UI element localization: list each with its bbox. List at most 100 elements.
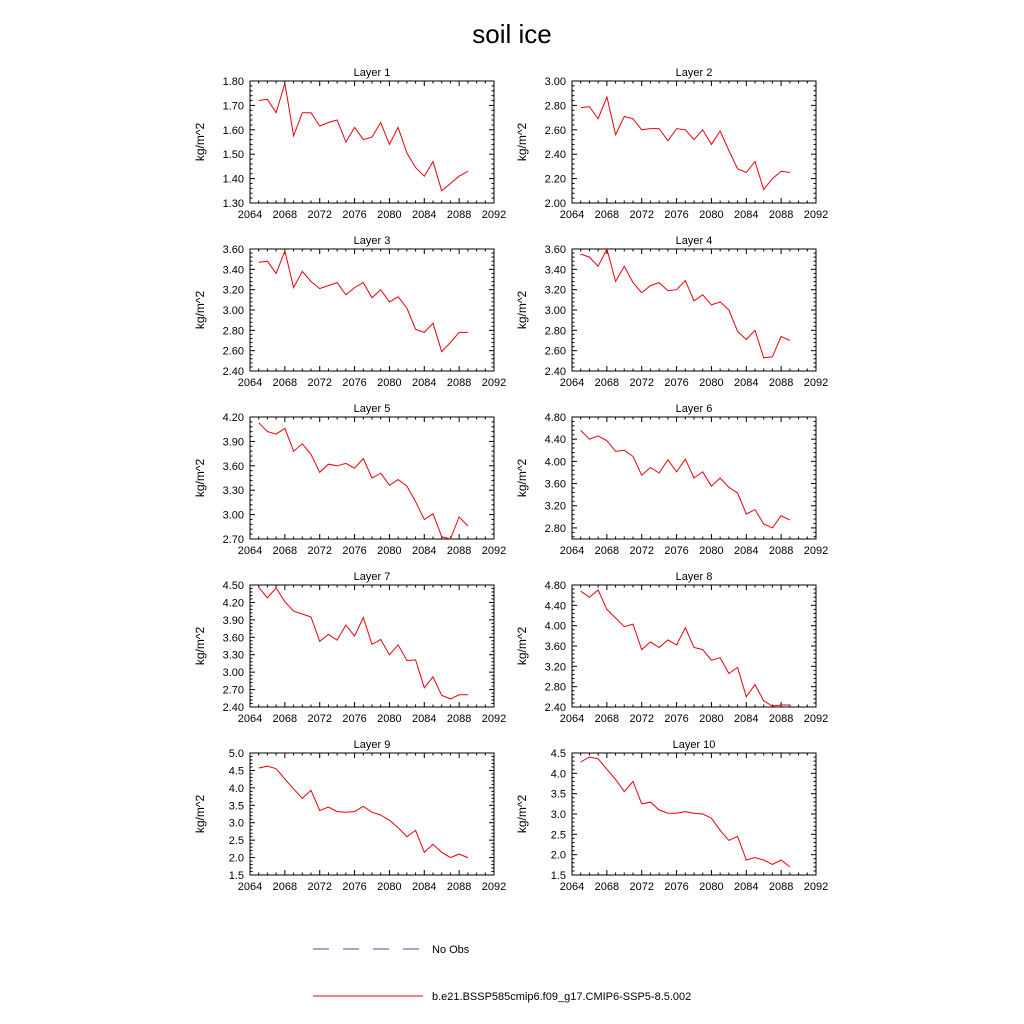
y-tick-label: 4.00 (545, 456, 566, 468)
y-tick-label: 1.70 (223, 100, 244, 112)
series-line (258, 422, 469, 540)
panel-layer-10: Layer 10 2064 2068 2072 2076 2080 2084 2088 2092… (515, 739, 828, 893)
y-tick-label: 3.60 (545, 479, 566, 491)
x-tick-label: 2084 (412, 545, 436, 557)
x-tick-label: 2072 (629, 713, 653, 725)
plot-frame (249, 80, 495, 204)
x-tick-label: 2088 (447, 209, 471, 221)
x-tick-label: 2084 (734, 713, 758, 725)
y-tick-label: 3.60 (223, 244, 244, 256)
y-axis-label: kg/m^2 (515, 795, 529, 834)
panel-title: Layer 9 (354, 739, 391, 751)
x-tick-label: 2080 (377, 713, 401, 725)
x-tick-label: 2068 (273, 377, 297, 389)
x-tick-label: 2064 (238, 713, 262, 725)
x-tick-label: 2064 (238, 545, 262, 557)
x-tick-label: 2084 (412, 377, 436, 389)
x-tick-label: 2072 (629, 209, 653, 221)
y-axis-label: kg/m^2 (193, 627, 207, 666)
plot-frame (571, 584, 817, 708)
y-tick-label: 2.0 (229, 853, 244, 865)
x-tick-label: 2076 (664, 713, 688, 725)
y-tick-label: 4.50 (223, 580, 244, 592)
x-tick-label: 2084 (734, 377, 758, 389)
plot-frame (249, 752, 495, 876)
x-tick-label: 2076 (342, 377, 366, 389)
panel-title: Layer 1 (354, 67, 391, 79)
y-axis-label: kg/m^2 (193, 795, 207, 834)
x-tick-label: 2072 (307, 881, 331, 893)
x-tick-label: 2084 (734, 545, 758, 557)
legend-obs-label: No Obs (432, 944, 470, 956)
x-tick-label: 2068 (595, 209, 619, 221)
y-tick-label: 2.80 (545, 325, 566, 337)
x-tick-label: 2088 (769, 713, 793, 725)
y-tick-label: 2.80 (545, 100, 566, 112)
x-tick-label: 2088 (769, 545, 793, 557)
y-tick-label: 2.40 (545, 366, 566, 378)
panel-title: Layer 8 (676, 571, 713, 583)
y-tick-label: 2.40 (223, 702, 244, 714)
y-tick-label: 4.80 (545, 412, 566, 424)
x-tick-label: 2092 (804, 713, 828, 725)
x-tick-label: 2088 (769, 209, 793, 221)
y-tick-label: 4.20 (223, 412, 244, 424)
y-tick-label: 3.60 (545, 641, 566, 653)
y-tick-label: 3.30 (223, 650, 244, 662)
y-tick-label: 2.5 (551, 829, 566, 841)
y-axis-label: kg/m^2 (193, 123, 207, 162)
y-tick-label: 2.60 (545, 125, 566, 137)
x-tick-label: 2080 (377, 545, 401, 557)
x-tick-label: 2088 (447, 881, 471, 893)
x-tick-label: 2076 (342, 713, 366, 725)
x-tick-label: 2084 (412, 713, 436, 725)
x-tick-label: 2068 (273, 209, 297, 221)
y-tick-label: 1.5 (551, 870, 566, 882)
x-tick-label: 2072 (307, 545, 331, 557)
panel-title: Layer 5 (354, 403, 391, 415)
series-line (258, 249, 468, 353)
x-tick-label: 2076 (342, 209, 366, 221)
panel-layer-1: Layer 1 2064 2068 2072 2076 2080 2084 2088 2092 1… (193, 67, 506, 221)
panel-layer-4: Layer 4 2064 2068 2072 2076 2080 2084 2088 2092 2… (515, 235, 828, 389)
x-tick-label: 2068 (273, 881, 297, 893)
y-tick-label: 2.80 (223, 325, 244, 337)
x-tick-label: 2068 (595, 881, 619, 893)
x-tick-label: 2080 (699, 209, 723, 221)
x-tick-label: 2092 (804, 545, 828, 557)
y-tick-label: 3.40 (545, 264, 566, 276)
panel-title: Layer 4 (676, 235, 713, 247)
y-tick-label: 1.40 (223, 174, 244, 186)
x-tick-label: 2088 (769, 377, 793, 389)
x-tick-label: 2064 (560, 209, 584, 221)
x-tick-label: 2092 (482, 545, 506, 557)
y-tick-label: 2.70 (223, 534, 244, 546)
y-tick-label: 2.80 (545, 682, 566, 694)
y-tick-label: 1.50 (223, 149, 244, 161)
panel-layer-5: Layer 5 2064 2068 2072 2076 2080 2084 2088 2092 2… (193, 403, 506, 557)
x-tick-label: 2092 (482, 377, 506, 389)
x-tick-label: 2076 (342, 545, 366, 557)
y-tick-label: 3.90 (223, 615, 244, 627)
x-tick-label: 2088 (769, 881, 793, 893)
x-tick-label: 2068 (595, 377, 619, 389)
panel-layer-8: Layer 8 2064 2068 2072 2076 2080 2084 2088 2092 2… (515, 571, 828, 725)
series-line (258, 586, 468, 700)
series-line (580, 429, 791, 529)
y-tick-label: 4.80 (545, 580, 566, 592)
x-tick-label: 2076 (664, 881, 688, 893)
x-tick-label: 2072 (629, 881, 653, 893)
y-tick-label: 4.40 (545, 434, 566, 446)
y-tick-label: 3.5 (551, 789, 566, 801)
y-tick-label: 3.0 (229, 818, 244, 830)
y-tick-label: 3.60 (545, 244, 566, 256)
x-tick-label: 2080 (377, 209, 401, 221)
y-tick-label: 2.40 (545, 149, 566, 161)
x-tick-label: 2080 (377, 377, 401, 389)
y-tick-label: 2.40 (223, 366, 244, 378)
y-tick-label: 4.20 (223, 597, 244, 609)
y-tick-label: 2.80 (545, 523, 566, 535)
legend-model-label: b.e21.BSSP585cmip6.f09_g17.CMIP6-SSP5-8.… (432, 991, 691, 1003)
panel-layer-2: Layer 2 2064 2068 2072 2076 2080 2084 2088 2092 2… (515, 67, 828, 221)
x-tick-label: 2072 (629, 377, 653, 389)
